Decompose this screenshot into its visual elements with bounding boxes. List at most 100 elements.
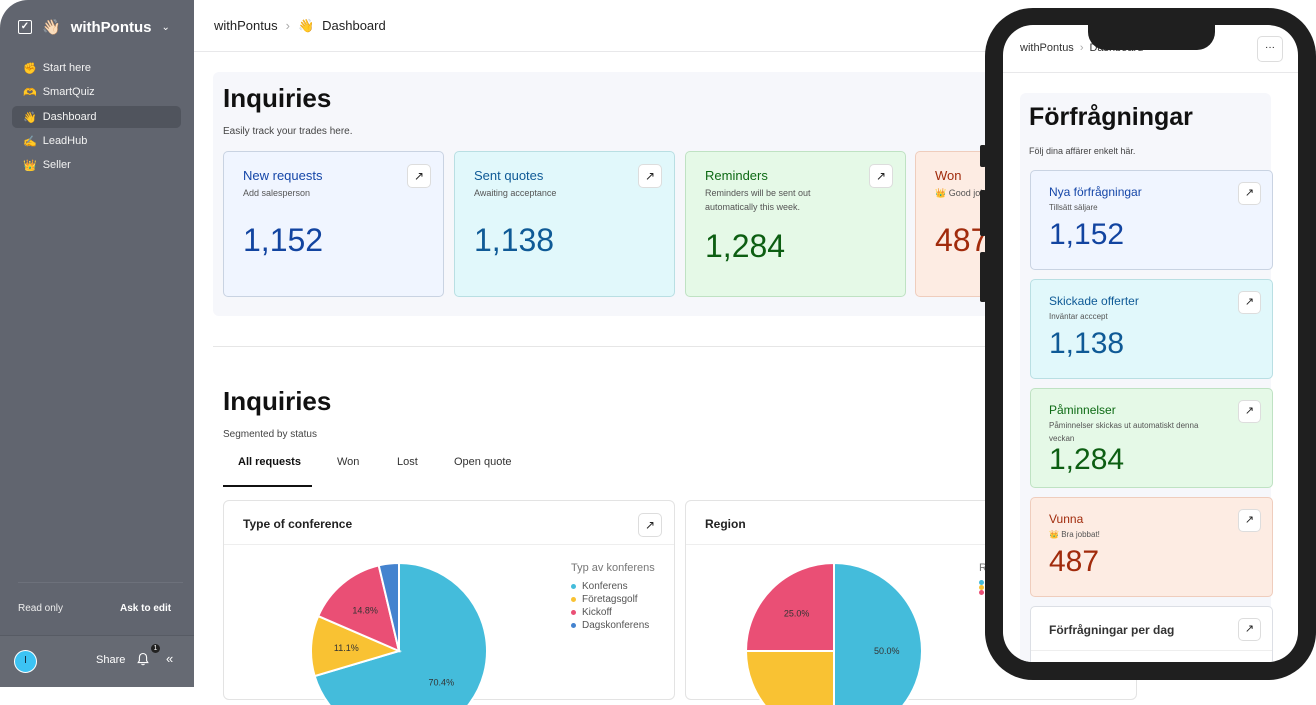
phone-button	[980, 145, 986, 167]
breadcrumb-root[interactable]: withPontus	[1020, 42, 1074, 54]
sidebar-item-start-here[interactable]: ✊ Start here	[12, 57, 181, 79]
tab-open-quote[interactable]: Open quote	[454, 456, 512, 468]
page-title: Inquiries	[223, 83, 332, 113]
legend-title: R	[979, 562, 987, 574]
divider	[18, 582, 183, 583]
breadcrumb-current: Dashboard	[322, 18, 386, 33]
sidebar-item-leadhub[interactable]: ✍️ LeadHub	[12, 130, 181, 152]
phone-screen: withPontus›Dashboard ··· Förfrågningar F…	[1003, 25, 1298, 662]
legend-item[interactable]: Konferens	[571, 580, 655, 593]
card-subtitle: Add salesperson	[243, 188, 311, 198]
pie-slice[interactable]	[744, 650, 835, 705]
expand-arrow-icon[interactable]: ↗	[1238, 509, 1261, 532]
tab-all-requests[interactable]: All requests	[238, 456, 301, 468]
chevron-right-icon: ›	[285, 18, 290, 33]
sidebar-item-label: LeadHub	[42, 135, 88, 147]
card-title: New requests	[243, 168, 323, 183]
card-value: 487	[935, 222, 989, 258]
legend-item[interactable]	[979, 590, 987, 595]
card-title: Vunna	[1049, 512, 1084, 526]
phone-card-won[interactable]: Vunna 👑 Bra jobbat! 487 ↗	[1030, 497, 1273, 597]
card-value: 1,152	[243, 222, 324, 258]
phone-notch	[1088, 20, 1215, 50]
sidebar: ✓ 👋🏻 withPontus ⌄ ✊ Start here 🫶 SmartQuiz…	[0, 0, 194, 687]
sidebar-item-label: Dashboard	[42, 111, 97, 123]
legend-label: Kickoff	[582, 607, 612, 618]
slice-label: 25.0%	[784, 609, 810, 619]
card-new-requests[interactable]: New requests Add salesperson 1,152 ↗	[223, 151, 444, 297]
legend-dot	[979, 590, 984, 595]
expand-arrow-icon[interactable]: ↗	[638, 164, 662, 188]
wave-icon: 👋🏻	[42, 19, 61, 36]
legend-item[interactable]: Företagsgolf	[571, 593, 655, 606]
phone-title: Förfrågningar	[1029, 103, 1193, 131]
phone-card-new-requests[interactable]: Nya förfrågningar Tillsätt säljare 1,152…	[1030, 170, 1273, 270]
chart-legend: R	[979, 562, 987, 595]
read-only-label: Read only	[18, 603, 64, 614]
legend-item[interactable]: Kickoff	[571, 606, 655, 619]
avatar[interactable]: I	[14, 650, 37, 673]
expand-arrow-icon[interactable]: ↗	[407, 164, 431, 188]
breadcrumb-root[interactable]: withPontus	[214, 18, 278, 33]
sidebar-item-smartquiz[interactable]: 🫶 SmartQuiz	[12, 81, 181, 103]
legend-dot	[571, 584, 576, 589]
card-value: 1,284	[1049, 443, 1125, 476]
card-title: Påminnelser	[1049, 403, 1116, 417]
legend-item[interactable]: Dagskonferens	[571, 619, 655, 632]
legend-dot	[571, 610, 576, 615]
slice-label: 50.0%	[874, 646, 900, 656]
heart-hands-icon: 🫶	[23, 86, 37, 99]
phone-button	[980, 252, 986, 302]
legend-item[interactable]	[979, 585, 987, 590]
tab-lost[interactable]: Lost	[397, 456, 418, 468]
crown-icon: 👑	[935, 188, 947, 198]
collapse-sidebar-icon[interactable]: «	[166, 651, 174, 666]
expand-arrow-icon[interactable]: ↗	[1238, 400, 1261, 423]
card-title: Reminders	[705, 168, 768, 183]
phone-card-reminders[interactable]: Påminnelser Påminnelser skickas ut autom…	[1030, 388, 1273, 488]
card-value: 1,284	[705, 228, 786, 264]
card-subtitle: Awaiting acceptance	[474, 188, 557, 198]
card-value: 1,138	[474, 222, 555, 258]
legend-item[interactable]	[979, 580, 987, 585]
sidebar-item-dashboard[interactable]: 👋 Dashboard	[12, 106, 181, 128]
expand-arrow-icon[interactable]: ↗	[638, 513, 662, 537]
tab-won[interactable]: Won	[337, 456, 360, 468]
card-value: 1,152	[1049, 218, 1125, 251]
sidebar-item-seller[interactable]: 👑 Seller	[12, 154, 181, 176]
pie-slice[interactable]	[377, 561, 400, 652]
chevron-down-icon: ⌄	[161, 21, 170, 33]
more-menu-button[interactable]: ···	[1257, 36, 1283, 62]
pie-slice[interactable]	[744, 561, 835, 652]
expand-arrow-icon[interactable]: ↗	[1238, 291, 1261, 314]
legend-label: Konferens	[582, 581, 628, 592]
workspace-switcher[interactable]: ✓ 👋🏻 withPontus ⌄	[18, 18, 170, 36]
phone-card-sent-quotes[interactable]: Skickade offerter Inväntar acccept 1,138…	[1030, 279, 1273, 379]
expand-arrow-icon[interactable]: ↗	[1238, 182, 1261, 205]
legend-dot	[571, 597, 576, 602]
expand-arrow-icon[interactable]: ↗	[1238, 618, 1261, 641]
expand-arrow-icon[interactable]: ↗	[869, 164, 893, 188]
legend-title: Typ av konferens	[571, 562, 655, 574]
legend-dot	[979, 580, 984, 585]
breadcrumb: withPontus › 👋 Dashboard	[214, 18, 386, 34]
share-button[interactable]: Share	[96, 654, 126, 666]
chart-title: Type of conference	[224, 501, 674, 545]
card-title: Nya förfrågningar	[1049, 185, 1142, 199]
chart-title: Region	[686, 501, 1136, 545]
slice-label: 11.1%	[334, 643, 359, 653]
workspace-name: withPontus	[70, 18, 152, 36]
checkbox-icon[interactable]: ✓	[18, 20, 32, 34]
card-sent-quotes[interactable]: Sent quotes Awaiting acceptance 1,138 ↗	[454, 151, 675, 297]
legend-label: Dagskonferens	[582, 620, 650, 631]
phone-button	[980, 190, 986, 236]
ask-to-edit-button[interactable]: Ask to edit	[120, 603, 172, 614]
top-header	[194, 0, 1316, 52]
pie-slice[interactable]	[316, 564, 401, 653]
sidebar-item-label: SmartQuiz	[42, 86, 95, 98]
sidebar-item-label: Start here	[42, 62, 92, 74]
chart-legend: Typ av konferens Konferens Företagsgolf Ki…	[571, 562, 655, 632]
card-reminders[interactable]: Reminders Reminders will be sent out aut…	[685, 151, 906, 297]
pie-slice[interactable]	[833, 561, 923, 705]
bell-icon[interactable]	[137, 652, 149, 666]
